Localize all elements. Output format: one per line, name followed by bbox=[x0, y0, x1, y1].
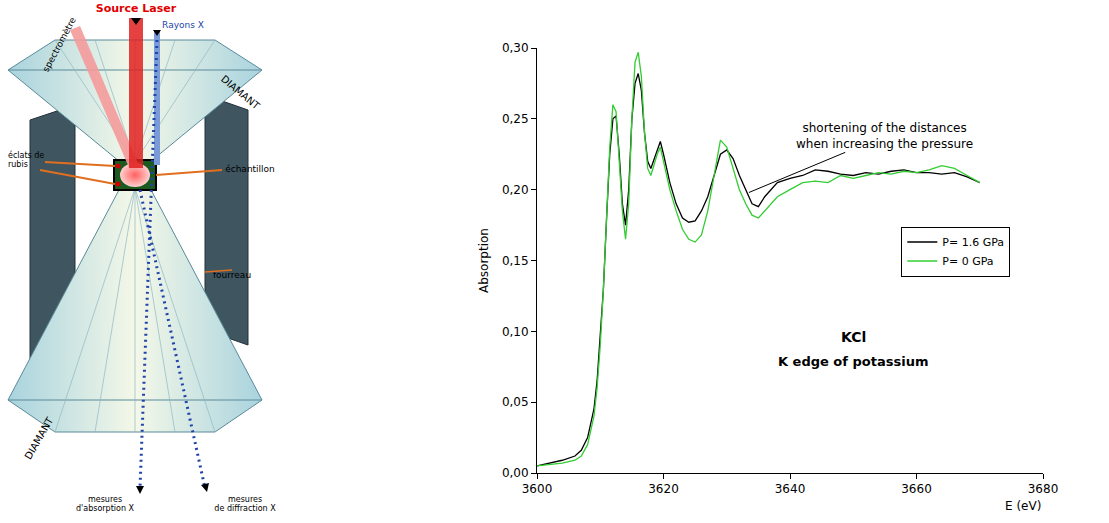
svg-text:mesuresd'absorption X: mesuresd'absorption X bbox=[76, 495, 135, 513]
svg-text:spectromètre: spectromètre bbox=[41, 15, 78, 73]
svg-text:3640: 3640 bbox=[775, 482, 806, 496]
svg-text:0,30: 0,30 bbox=[502, 41, 529, 55]
svg-text:fourreau: fourreau bbox=[212, 270, 252, 280]
svg-text:0,00: 0,00 bbox=[502, 466, 529, 480]
svg-text:P= 0 GPa: P= 0 GPa bbox=[942, 255, 993, 268]
svg-text:KCl: KCl bbox=[841, 329, 866, 345]
svg-text:Source Laser: Source Laser bbox=[96, 2, 177, 15]
svg-text:3620: 3620 bbox=[648, 482, 679, 496]
svg-text:3600: 3600 bbox=[522, 482, 553, 496]
svg-text:0,05: 0,05 bbox=[502, 395, 529, 409]
svg-text:DIAMANT: DIAMANT bbox=[219, 73, 262, 112]
svg-text:Rayons X: Rayons X bbox=[162, 20, 204, 30]
svg-text:K edge of potassium: K edge of potassium bbox=[778, 354, 928, 369]
svg-text:0,25: 0,25 bbox=[502, 112, 529, 126]
svg-text:0,10: 0,10 bbox=[502, 325, 529, 339]
svg-text:E (eV): E (eV) bbox=[1005, 499, 1041, 513]
svg-text:DIAMANT: DIAMANT bbox=[23, 415, 56, 462]
svg-text:shortening of the distanceswhe: shortening of the distanceswhen increasi… bbox=[796, 121, 973, 151]
svg-text:3660: 3660 bbox=[901, 482, 932, 496]
svg-text:échantillon: échantillon bbox=[225, 164, 275, 174]
svg-text:0,15: 0,15 bbox=[502, 254, 529, 268]
svg-text:3680: 3680 bbox=[1028, 482, 1059, 496]
svg-text:P= 1.6 GPa: P= 1.6 GPa bbox=[942, 236, 1004, 249]
svg-text:Absorption: Absorption bbox=[477, 228, 491, 293]
svg-text:0,20: 0,20 bbox=[502, 183, 529, 197]
svg-text:mesuresde diffraction X: mesuresde diffraction X bbox=[214, 495, 276, 513]
svg-text:éclats derubis: éclats derubis bbox=[8, 150, 44, 169]
